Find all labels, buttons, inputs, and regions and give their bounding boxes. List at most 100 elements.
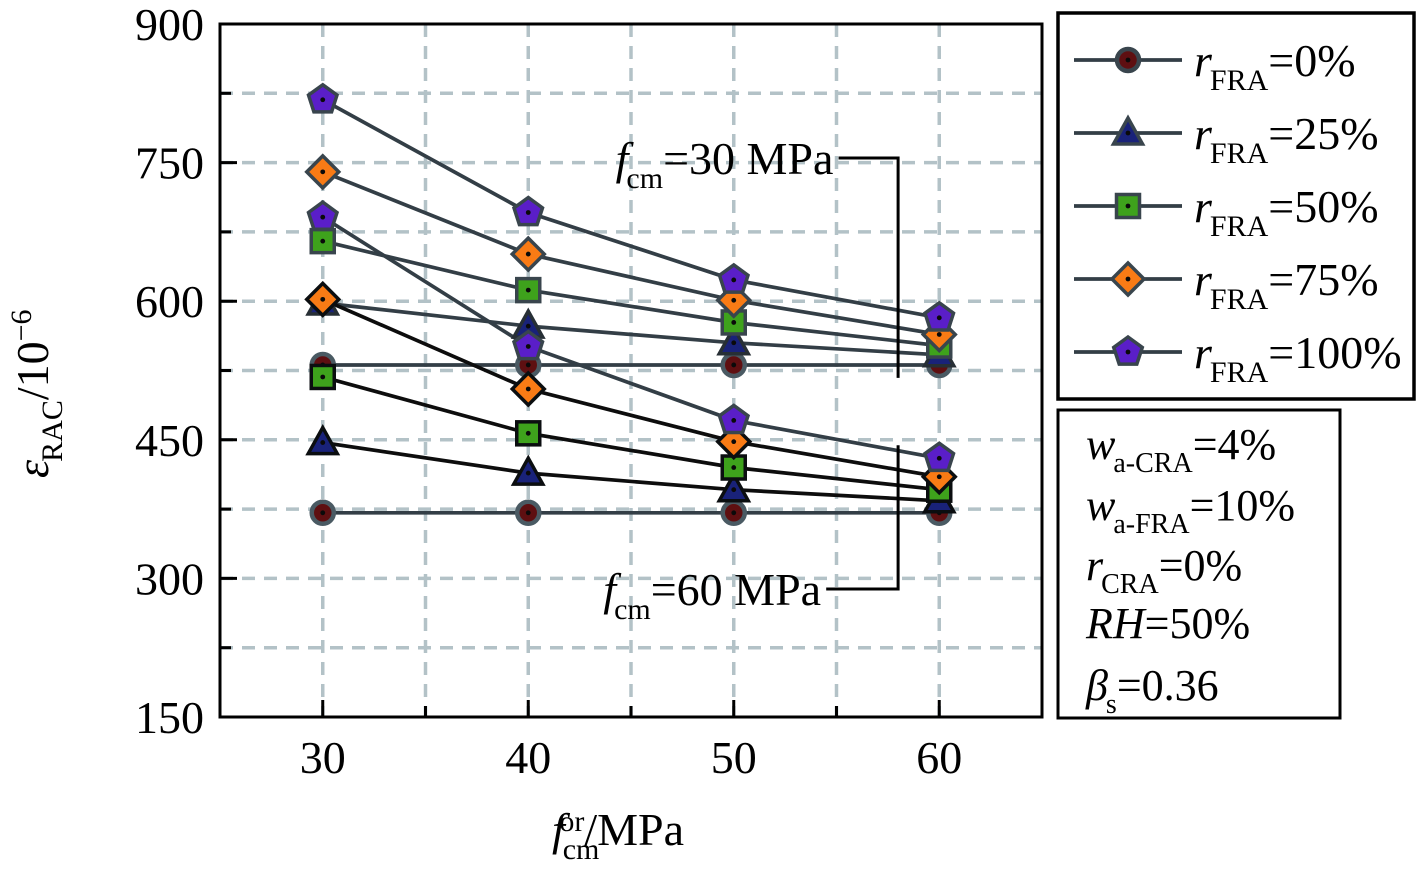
tick-labels: 150 300 450 600 750 900 30 40 50 60 xyxy=(135,0,962,783)
marker-pentagon-fcm60-rfra-100%-center-dot xyxy=(731,417,737,423)
annotation-label-0: fcm=30 MPa xyxy=(616,133,834,195)
x-tick-label: 60 xyxy=(916,732,962,783)
params-line-0-part: w xyxy=(1086,420,1116,469)
marker-square-fcm60-rfra-50%-center-dot xyxy=(525,430,531,436)
legend-label-3-part: FRA xyxy=(1210,283,1269,316)
marker-pentagon-fcm30-rfra-100%-center-dot xyxy=(320,97,326,103)
marker-triangle-fcm60-rfra-25%-center-dot xyxy=(525,470,531,476)
y-axis-label-part: ε xyxy=(7,459,58,478)
params-line-3-part: =50% xyxy=(1145,599,1250,648)
x-axis-label-part: or xyxy=(559,805,584,838)
y-tick-label: 900 xyxy=(135,0,204,50)
legend-label-1-part: =25% xyxy=(1268,108,1378,159)
annotation-label-1-part: cm xyxy=(614,593,651,626)
x-tick-label: 30 xyxy=(300,732,346,783)
legend-label-1: rFRA=25% xyxy=(1194,108,1379,170)
marker-square-fcm30-rfra-50%-center-dot xyxy=(320,238,326,244)
legend-label-4-part: r xyxy=(1194,327,1213,378)
series-line-fcm30-rfra-100% xyxy=(321,98,940,320)
legend-label-4: rFRA=100% xyxy=(1194,327,1402,389)
legend-marker-square-center-dot xyxy=(1125,203,1131,209)
x-tick-label: 50 xyxy=(711,732,757,783)
params-line-1-part: =10% xyxy=(1190,481,1295,530)
annotation-label-1: fcm=60 MPa xyxy=(603,564,821,626)
marker-square-fcm30-rfra-50%-center-dot xyxy=(731,320,737,325)
legend-label-0-part: =0% xyxy=(1268,35,1355,86)
legend-label-3-part: =75% xyxy=(1268,254,1378,305)
marker-diamond-fcm30-rfra-75%-center-dot xyxy=(936,332,942,337)
params-line-1-part: a-FRA xyxy=(1113,509,1190,540)
y-axis-label-part: RAC xyxy=(36,400,69,462)
axis-labels: fcmor/MPa εRAC/10−6 xyxy=(5,309,684,866)
legend: rFRA=0%rFRA=25%rFRA=50%rFRA=75%rFRA=100% xyxy=(1056,11,1416,401)
marker-pentagon-fcm60-rfra-100%-center-dot xyxy=(525,344,531,349)
series-markers xyxy=(304,82,958,527)
marker-pentagon-fcm60-rfra-100%-center-dot xyxy=(936,455,942,461)
x-tick-label: 40 xyxy=(505,732,551,783)
marker-square-fcm60-rfra-50%-center-dot xyxy=(731,465,737,470)
marker-triangle-fcm30-rfra-25%-center-dot xyxy=(525,323,531,329)
annotation-label-1-part: =60 MPa xyxy=(651,564,821,615)
annotation-bracket-1 xyxy=(826,445,900,591)
x-axis-label-part: /MPa xyxy=(584,804,684,855)
params-line-2-part: CRA xyxy=(1101,569,1159,600)
series-line-fcm30-rfra-25% xyxy=(322,301,940,357)
series-line-fcm30-rfra-75% xyxy=(322,170,940,337)
params-line-1: wa-FRA=10% xyxy=(1086,481,1295,540)
y-tick-label: 750 xyxy=(135,138,204,189)
legend-marker-triangle-center-dot xyxy=(1125,130,1131,136)
legend-label-3-part: r xyxy=(1194,254,1213,305)
marker-diamond-fcm60-rfra-75%-center-dot xyxy=(525,386,531,392)
legend-marker-diamond-center-dot xyxy=(1125,276,1131,282)
params-line-4-part: β xyxy=(1085,661,1108,710)
marker-pentagon-fcm30-rfra-100%-center-dot xyxy=(936,315,942,321)
params-line-0-part: a-CRA xyxy=(1113,448,1193,479)
legend-label-3: rFRA=75% xyxy=(1194,254,1379,316)
series-line-fcm60-rfra-100% xyxy=(321,215,940,461)
legend-label-4-part: FRA xyxy=(1210,356,1269,389)
legend-marker-circle-center-dot xyxy=(1125,57,1131,63)
marker-diamond-fcm30-rfra-75%-center-dot xyxy=(320,169,326,175)
y-tick-label: 300 xyxy=(135,553,204,604)
params-line-2-part: =0% xyxy=(1159,541,1242,590)
legend-label-2-part: FRA xyxy=(1210,210,1269,243)
y-axis-label-part: /10 xyxy=(7,341,58,400)
series-lines xyxy=(321,98,940,515)
legend-marker-pentagon-center-dot xyxy=(1125,349,1131,355)
legend-label-0-part: FRA xyxy=(1210,64,1269,97)
params-line-3: RH=50% xyxy=(1085,599,1250,648)
y-tick-label: 450 xyxy=(135,415,204,466)
y-tick-label: 150 xyxy=(135,692,204,743)
gridlines xyxy=(220,24,1042,717)
params-line-3-part: RH xyxy=(1085,599,1147,648)
legend-label-4-part: =100% xyxy=(1268,327,1401,378)
annotation-bracket-0 xyxy=(838,156,900,378)
marker-diamond-fcm30-rfra-75%-center-dot xyxy=(731,297,737,303)
y-tick-label: 600 xyxy=(135,276,204,327)
params-line-0-part: =4% xyxy=(1193,420,1276,469)
marker-circle-fcm60-rfra-0%-center-dot xyxy=(731,510,737,516)
legend-label-2: rFRA=50% xyxy=(1194,181,1379,243)
marker-circle-fcm30-rfra-0%-center-dot xyxy=(525,362,531,368)
marker-triangle-fcm60-rfra-25%-center-dot xyxy=(320,440,326,445)
annotation-label-0-part: cm xyxy=(626,162,663,195)
legend-label-2-part: =50% xyxy=(1268,181,1378,232)
marker-circle-fcm30-rfra-0%-center-dot xyxy=(731,362,737,368)
marker-pentagon-fcm30-rfra-100%-center-dot xyxy=(731,277,737,283)
series-line-fcm60-rfra-75% xyxy=(322,297,940,479)
marker-pentagon-fcm30-rfra-100%-center-dot xyxy=(525,210,531,215)
marker-diamond-fcm60-rfra-75%-center-dot xyxy=(320,296,326,302)
marker-diamond-fcm30-rfra-75%-center-dot xyxy=(525,251,531,257)
x-axis-label: fcmor/MPa xyxy=(552,804,684,866)
series-line-fcm30-rfra-50% xyxy=(322,239,940,348)
annotations: fcm=30 MPa fcm=60 MPa xyxy=(603,133,900,626)
params-line-4: βs=0.36 xyxy=(1085,661,1219,720)
params-line-1-part: w xyxy=(1086,481,1116,530)
marker-square-fcm30-rfra-50%-center-dot xyxy=(525,287,531,293)
params-line-0: wa-CRA=4% xyxy=(1086,420,1276,479)
series-line-fcm60-rfra-25% xyxy=(322,440,940,503)
series-line-fcm60-rfra-50% xyxy=(322,375,940,492)
marker-diamond-fcm60-rfra-75%-center-dot xyxy=(936,474,942,480)
params-line-4-part: =0.36 xyxy=(1117,661,1219,710)
